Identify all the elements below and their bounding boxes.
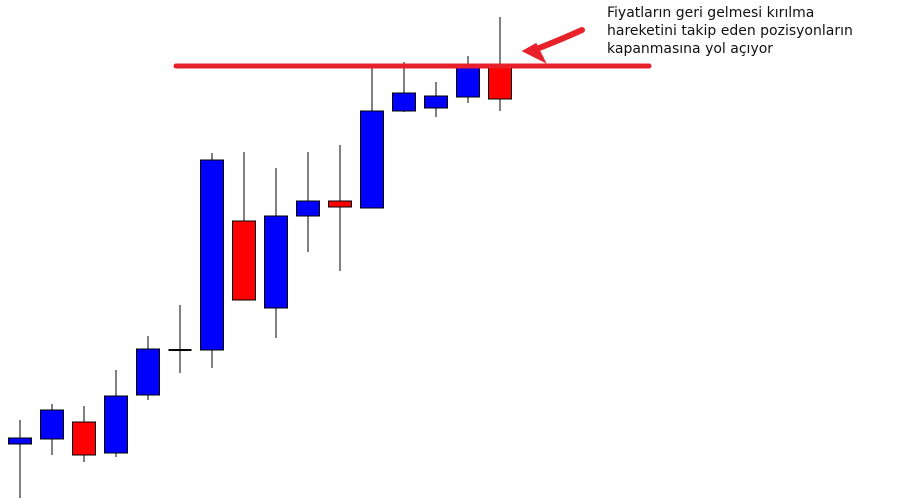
- candle-body: [296, 200, 320, 217]
- candle-body: [40, 409, 64, 440]
- candle-body: [360, 110, 384, 209]
- candle-body: [392, 92, 416, 112]
- annotation-arrow: [521, 27, 585, 64]
- candle-body: [136, 348, 160, 396]
- candle-body: [232, 220, 256, 301]
- candle-body: [456, 66, 480, 98]
- candle-body: [264, 215, 288, 309]
- candle-body: [200, 159, 224, 351]
- candle-body: [72, 421, 96, 456]
- candle-body: [8, 437, 32, 445]
- candle-body: [104, 395, 128, 454]
- candle-body: [424, 95, 448, 109]
- annotation-text: hareketini takip eden pozisyonların: [607, 23, 853, 39]
- candle-body: [488, 66, 512, 100]
- annotation-text: Fiyatların geri gelmesi kırılma: [607, 5, 814, 21]
- candle-body: [328, 200, 352, 208]
- annotation-text: kapanmasına yol açıyor: [607, 41, 773, 57]
